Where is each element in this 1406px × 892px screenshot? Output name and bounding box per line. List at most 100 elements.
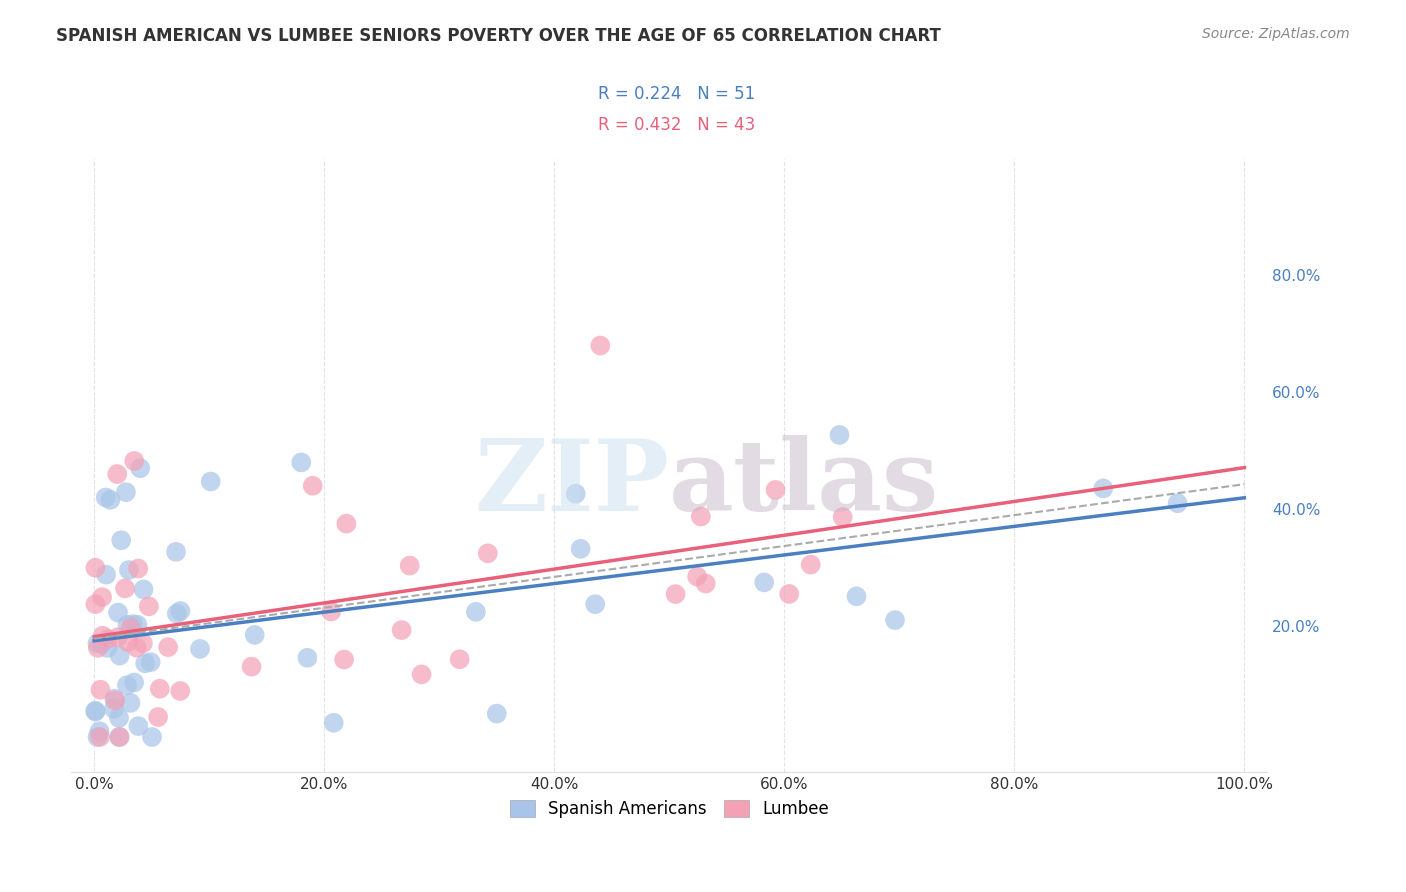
Lumbee bbox=[125, 640, 148, 655]
Spanish Americans bbox=[1092, 482, 1115, 496]
Lumbee bbox=[411, 667, 433, 681]
Spanish Americans bbox=[188, 641, 211, 656]
Lumbee bbox=[117, 635, 139, 649]
Spanish Americans bbox=[90, 637, 112, 651]
Lumbee bbox=[301, 479, 323, 493]
Lumbee bbox=[689, 509, 711, 524]
Text: SPANISH AMERICAN VS LUMBEE SENIORS POVERTY OVER THE AGE OF 65 CORRELATION CHART: SPANISH AMERICAN VS LUMBEE SENIORS POVER… bbox=[56, 27, 941, 45]
Spanish Americans bbox=[322, 715, 344, 730]
Spanish Americans bbox=[110, 533, 132, 548]
Lumbee bbox=[333, 652, 356, 666]
Lumbee bbox=[765, 483, 787, 497]
Spanish Americans bbox=[485, 706, 508, 721]
Lumbee bbox=[89, 730, 111, 744]
Spanish Americans bbox=[89, 724, 111, 739]
Lumbee bbox=[89, 682, 111, 697]
Lumbee bbox=[84, 560, 107, 574]
Spanish Americans bbox=[127, 617, 149, 632]
Lumbee bbox=[91, 590, 114, 604]
Lumbee bbox=[87, 640, 110, 655]
Lumbee bbox=[122, 454, 145, 468]
Lumbee bbox=[686, 569, 709, 583]
Spanish Americans bbox=[115, 678, 138, 692]
Spanish Americans bbox=[86, 730, 108, 744]
Lumbee bbox=[391, 623, 413, 637]
Lumbee bbox=[107, 630, 129, 644]
Spanish Americans bbox=[200, 475, 222, 489]
Lumbee bbox=[104, 693, 127, 707]
Spanish Americans bbox=[169, 604, 191, 618]
Lumbee bbox=[695, 576, 717, 591]
Legend: Spanish Americans, Lumbee: Spanish Americans, Lumbee bbox=[503, 794, 835, 825]
Text: R = 0.224   N = 51: R = 0.224 N = 51 bbox=[598, 85, 755, 103]
Spanish Americans bbox=[845, 590, 868, 604]
Text: Source: ZipAtlas.com: Source: ZipAtlas.com bbox=[1202, 27, 1350, 41]
Lumbee bbox=[800, 558, 823, 572]
Lumbee bbox=[240, 659, 263, 673]
Spanish Americans bbox=[84, 705, 107, 719]
Lumbee bbox=[84, 597, 107, 611]
Spanish Americans bbox=[132, 582, 155, 597]
Lumbee bbox=[831, 510, 853, 524]
Spanish Americans bbox=[107, 606, 129, 620]
Spanish Americans bbox=[129, 461, 152, 475]
Lumbee bbox=[321, 605, 343, 619]
Spanish Americans bbox=[103, 691, 125, 706]
Text: atlas: atlas bbox=[669, 435, 939, 533]
Lumbee bbox=[449, 652, 471, 666]
Lumbee bbox=[398, 558, 420, 573]
Spanish Americans bbox=[117, 617, 139, 632]
Lumbee bbox=[132, 636, 155, 650]
Spanish Americans bbox=[122, 675, 145, 690]
Spanish Americans bbox=[120, 696, 142, 710]
Spanish Americans bbox=[139, 655, 162, 669]
Spanish Americans bbox=[754, 575, 776, 590]
Spanish Americans bbox=[115, 485, 138, 500]
Text: R = 0.432   N = 43: R = 0.432 N = 43 bbox=[598, 116, 755, 134]
Spanish Americans bbox=[297, 650, 319, 665]
Spanish Americans bbox=[1167, 496, 1189, 510]
Lumbee bbox=[114, 582, 136, 596]
Lumbee bbox=[589, 338, 612, 352]
Lumbee bbox=[335, 516, 357, 531]
Lumbee bbox=[91, 629, 114, 643]
Lumbee bbox=[127, 561, 149, 575]
Lumbee bbox=[169, 684, 191, 698]
Lumbee bbox=[149, 681, 172, 696]
Lumbee bbox=[778, 587, 800, 601]
Lumbee bbox=[108, 730, 131, 744]
Spanish Americans bbox=[134, 657, 156, 671]
Lumbee bbox=[157, 640, 180, 654]
Spanish Americans bbox=[828, 428, 851, 442]
Spanish Americans bbox=[108, 730, 131, 744]
Lumbee bbox=[477, 546, 499, 560]
Spanish Americans bbox=[98, 492, 121, 507]
Text: ZIP: ZIP bbox=[474, 435, 669, 533]
Spanish Americans bbox=[122, 617, 145, 632]
Spanish Americans bbox=[565, 486, 588, 500]
Spanish Americans bbox=[464, 605, 486, 619]
Spanish Americans bbox=[569, 541, 592, 556]
Spanish Americans bbox=[108, 648, 131, 663]
Spanish Americans bbox=[86, 636, 108, 650]
Spanish Americans bbox=[108, 711, 131, 725]
Spanish Americans bbox=[290, 455, 312, 469]
Spanish Americans bbox=[165, 545, 187, 559]
Spanish Americans bbox=[127, 719, 149, 733]
Lumbee bbox=[138, 599, 160, 614]
Spanish Americans bbox=[94, 491, 117, 505]
Lumbee bbox=[105, 467, 128, 481]
Spanish Americans bbox=[84, 704, 107, 718]
Spanish Americans bbox=[103, 702, 125, 716]
Spanish Americans bbox=[583, 597, 606, 611]
Lumbee bbox=[146, 710, 169, 724]
Spanish Americans bbox=[94, 567, 117, 582]
Lumbee bbox=[664, 587, 686, 601]
Lumbee bbox=[120, 621, 142, 635]
Spanish Americans bbox=[884, 613, 907, 627]
Spanish Americans bbox=[243, 628, 266, 642]
Spanish Americans bbox=[118, 563, 141, 577]
Spanish Americans bbox=[96, 640, 118, 655]
Lumbee bbox=[97, 632, 120, 646]
Spanish Americans bbox=[141, 730, 163, 744]
